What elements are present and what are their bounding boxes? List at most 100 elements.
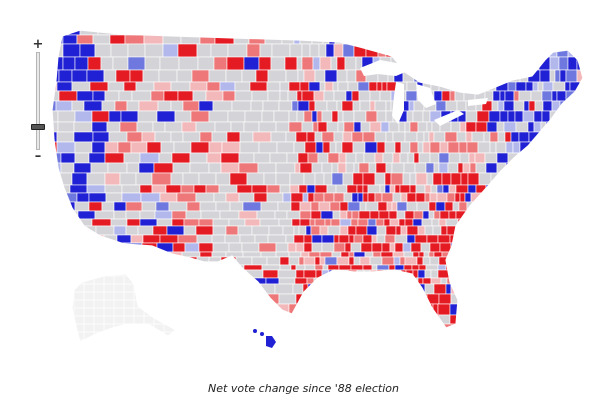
county-cell[interactable] — [315, 141, 324, 154]
county-cell[interactable] — [480, 269, 492, 279]
county-cell[interactable] — [331, 110, 339, 123]
county-cell[interactable] — [73, 131, 94, 143]
county-cell[interactable] — [347, 225, 357, 236]
county-cell[interactable] — [297, 69, 305, 83]
county-cell[interactable] — [503, 121, 517, 133]
county-cell[interactable] — [553, 121, 563, 133]
county-cell[interactable] — [572, 162, 584, 174]
county-cell[interactable] — [356, 277, 369, 285]
county-cell[interactable] — [446, 192, 456, 203]
county-cell[interactable] — [345, 90, 353, 102]
county-cell[interactable] — [266, 184, 281, 194]
county-cell[interactable] — [62, 56, 76, 71]
county-cell[interactable] — [394, 264, 405, 271]
county-cell[interactable] — [428, 210, 435, 220]
county-cell[interactable] — [369, 269, 378, 279]
county-cell[interactable] — [433, 251, 443, 258]
county-cell[interactable] — [481, 277, 488, 285]
county-cell[interactable] — [86, 172, 106, 186]
county-cell[interactable] — [377, 34, 386, 45]
county-cell[interactable] — [575, 90, 583, 102]
county-cell[interactable] — [369, 210, 380, 220]
county-cell[interactable] — [529, 256, 541, 266]
county-cell[interactable] — [130, 251, 147, 258]
county-cell[interactable] — [450, 121, 461, 133]
county-cell[interactable] — [286, 210, 301, 220]
county-choropleth-map[interactable] — [0, 0, 607, 374]
county-cell[interactable] — [555, 131, 565, 143]
county-cell[interactable] — [366, 283, 376, 295]
county-cell[interactable] — [399, 184, 411, 194]
county-cell[interactable] — [584, 163, 592, 173]
county-cell[interactable] — [574, 242, 587, 253]
county-cell[interactable] — [425, 162, 435, 174]
county-cell[interactable] — [208, 141, 223, 154]
county-cell[interactable] — [464, 192, 472, 203]
county-cell[interactable] — [249, 81, 268, 92]
county-cell[interactable] — [554, 251, 565, 258]
county-cell[interactable] — [268, 225, 284, 236]
county-cell[interactable] — [507, 152, 519, 164]
county-cell[interactable] — [306, 131, 316, 143]
county-cell[interactable] — [453, 56, 463, 71]
county-cell[interactable] — [589, 111, 600, 122]
county-cell[interactable] — [440, 277, 448, 285]
county-cell[interactable] — [576, 26, 587, 36]
county-cell[interactable] — [561, 256, 573, 266]
county-cell[interactable] — [206, 81, 221, 92]
zoom-out-button[interactable]: – — [34, 149, 42, 164]
county-cell[interactable] — [564, 210, 578, 220]
county-cell[interactable] — [557, 218, 564, 227]
county-cell[interactable] — [358, 26, 366, 36]
county-cell[interactable] — [299, 303, 306, 316]
county-cell[interactable] — [424, 269, 432, 279]
county-cell[interactable] — [273, 110, 290, 123]
county-cell[interactable] — [195, 225, 214, 236]
county-cell[interactable] — [229, 172, 248, 186]
county-cell[interactable] — [579, 277, 590, 285]
county-cell[interactable] — [517, 256, 524, 266]
county-cell[interactable] — [517, 218, 530, 227]
county-cell[interactable] — [353, 34, 361, 45]
county-cell[interactable] — [383, 303, 395, 316]
county-cell[interactable] — [386, 26, 396, 36]
county-cell[interactable] — [211, 131, 228, 143]
county-cell[interactable] — [543, 269, 552, 279]
county-cell[interactable] — [367, 277, 381, 285]
county-cell[interactable] — [314, 131, 323, 143]
county-cell[interactable] — [343, 192, 353, 203]
county-cell[interactable] — [508, 201, 517, 212]
county-cell[interactable] — [526, 314, 533, 325]
county-cell[interactable] — [497, 100, 505, 112]
county-cell[interactable] — [325, 303, 333, 316]
county-cell[interactable] — [464, 256, 478, 266]
county-cell[interactable] — [267, 234, 287, 244]
county-cell[interactable] — [71, 81, 91, 92]
county-cell[interactable] — [462, 225, 476, 236]
county-cell[interactable] — [119, 172, 137, 186]
county-cell[interactable] — [569, 277, 581, 285]
county-cell[interactable] — [278, 277, 296, 285]
county-cell[interactable] — [571, 26, 578, 36]
county-cell[interactable] — [529, 303, 539, 316]
county-cell[interactable] — [231, 293, 248, 305]
county-cell[interactable] — [278, 218, 293, 227]
county-cell[interactable] — [263, 172, 277, 186]
county-cell[interactable] — [558, 56, 569, 71]
county-cell[interactable] — [44, 172, 60, 186]
county-cell[interactable] — [241, 283, 262, 295]
county-cell[interactable] — [562, 242, 570, 253]
county-cell[interactable] — [251, 184, 268, 194]
county-cell[interactable] — [467, 184, 477, 194]
county-cell[interactable] — [200, 283, 218, 295]
county-cell[interactable] — [535, 218, 547, 227]
county-cell[interactable] — [170, 81, 191, 92]
county-cell[interactable] — [494, 242, 503, 253]
county-cell[interactable] — [513, 90, 520, 102]
county-cell[interactable] — [428, 131, 435, 143]
county-cell[interactable] — [318, 201, 331, 212]
county-cell[interactable] — [400, 141, 411, 154]
county-cell[interactable] — [270, 131, 287, 143]
county-cell[interactable] — [357, 218, 369, 227]
county-cell[interactable] — [415, 184, 426, 194]
